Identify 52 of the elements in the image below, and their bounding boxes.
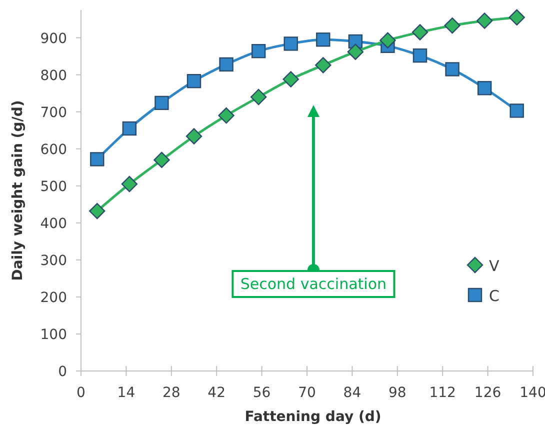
- x-tick-label: 28: [162, 385, 180, 401]
- y-tick-label: 800: [40, 68, 67, 84]
- point: [90, 152, 104, 166]
- point: [380, 32, 396, 48]
- point: [476, 12, 493, 29]
- point: [510, 104, 524, 118]
- x-axis-title: Fattening day (d): [244, 409, 382, 425]
- x-tick-label: 126: [474, 385, 502, 401]
- point: [412, 24, 428, 40]
- point: [284, 36, 298, 51]
- point: [89, 202, 106, 220]
- point: [508, 9, 525, 26]
- point: [250, 88, 267, 106]
- y-tick-label: 400: [40, 216, 67, 232]
- x-tick-label: 84: [343, 385, 362, 401]
- y-axis-title: Daily weight gain (g/d): [10, 100, 26, 281]
- x-tick-label: 0: [76, 385, 86, 401]
- y-tick-label: 900: [40, 30, 67, 47]
- point: [122, 121, 137, 136]
- point: [445, 62, 460, 76]
- y-tick-label: 200: [40, 290, 67, 306]
- x-tick-label: 14: [117, 385, 136, 401]
- point: [412, 48, 428, 63]
- y-tick-label: 300: [40, 252, 67, 269]
- x-tick-label: 140: [520, 385, 545, 401]
- y-tick-label: 600: [40, 142, 67, 158]
- point: [219, 57, 234, 72]
- x-tick-label: 112: [429, 385, 456, 401]
- point: [282, 71, 299, 88]
- point: [186, 128, 202, 144]
- y-tick-label: 0: [58, 364, 67, 380]
- point: [251, 44, 266, 58]
- point: [154, 96, 169, 110]
- x-tick-label: 56: [252, 385, 271, 401]
- y-tick-label: 100: [40, 326, 67, 343]
- point: [347, 44, 364, 60]
- legend-label: C: [489, 287, 500, 305]
- point: [154, 152, 170, 168]
- y-tick-label: 500: [40, 178, 67, 195]
- x-tick-label: 42: [208, 385, 226, 401]
- legend-label: V: [489, 257, 500, 275]
- point: [477, 81, 492, 96]
- y-tick-label: 700: [40, 104, 67, 121]
- point: [316, 32, 330, 47]
- x-tick-label: 70: [298, 385, 316, 401]
- point: [218, 107, 234, 124]
- annotation: Second vaccination: [240, 275, 387, 293]
- point: [315, 57, 332, 74]
- x-tick-label: 98: [388, 385, 406, 401]
- point: [121, 176, 138, 192]
- point: [186, 74, 202, 88]
- point: [444, 17, 460, 34]
